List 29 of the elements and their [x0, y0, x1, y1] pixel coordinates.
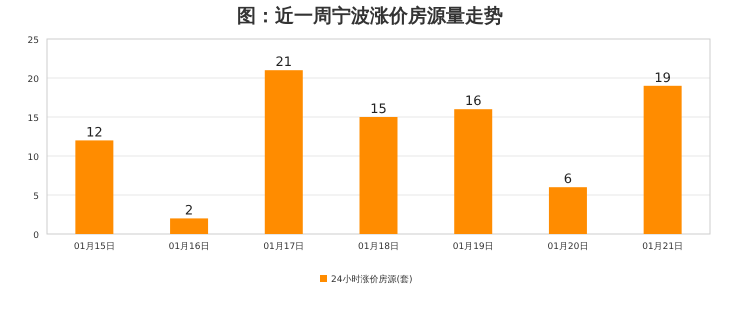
y-tick-label: 15: [28, 114, 39, 124]
y-tick-label: 10: [28, 153, 40, 163]
data-label: 16: [464, 94, 482, 110]
data-label: 21: [276, 55, 292, 70]
data-label: 15: [370, 102, 387, 117]
x-tick-label: 01月17日: [263, 242, 304, 252]
x-tick-label: 01月18日: [358, 242, 399, 252]
data-label: 12: [86, 125, 103, 140]
x-tick-label: 01月20日: [547, 242, 588, 252]
x-tick-label: 01月15日: [74, 242, 115, 252]
chart-title: 图：近一周宁波涨价房源量走势: [237, 5, 503, 27]
y-tick-label: 5: [33, 192, 39, 202]
data-label: 6: [564, 172, 572, 188]
bar: [75, 140, 114, 234]
x-tick-label: 01月19日: [452, 242, 494, 252]
bar: [360, 117, 398, 234]
bar: [454, 109, 492, 234]
legend-label: 24小时涨价房源(套): [331, 274, 412, 285]
bar: [644, 86, 682, 234]
bar: [170, 218, 208, 234]
data-label: 19: [654, 70, 671, 86]
bar: [548, 187, 587, 234]
bar: [264, 70, 303, 234]
y-tick-label: 0: [33, 231, 40, 241]
data-label: 2: [184, 203, 194, 218]
y-tick-label: 25: [28, 36, 39, 46]
x-tick-label: 01月21日: [642, 242, 684, 252]
y-tick-label: 20: [28, 75, 40, 85]
x-tick-label: 01月16日: [168, 242, 210, 252]
